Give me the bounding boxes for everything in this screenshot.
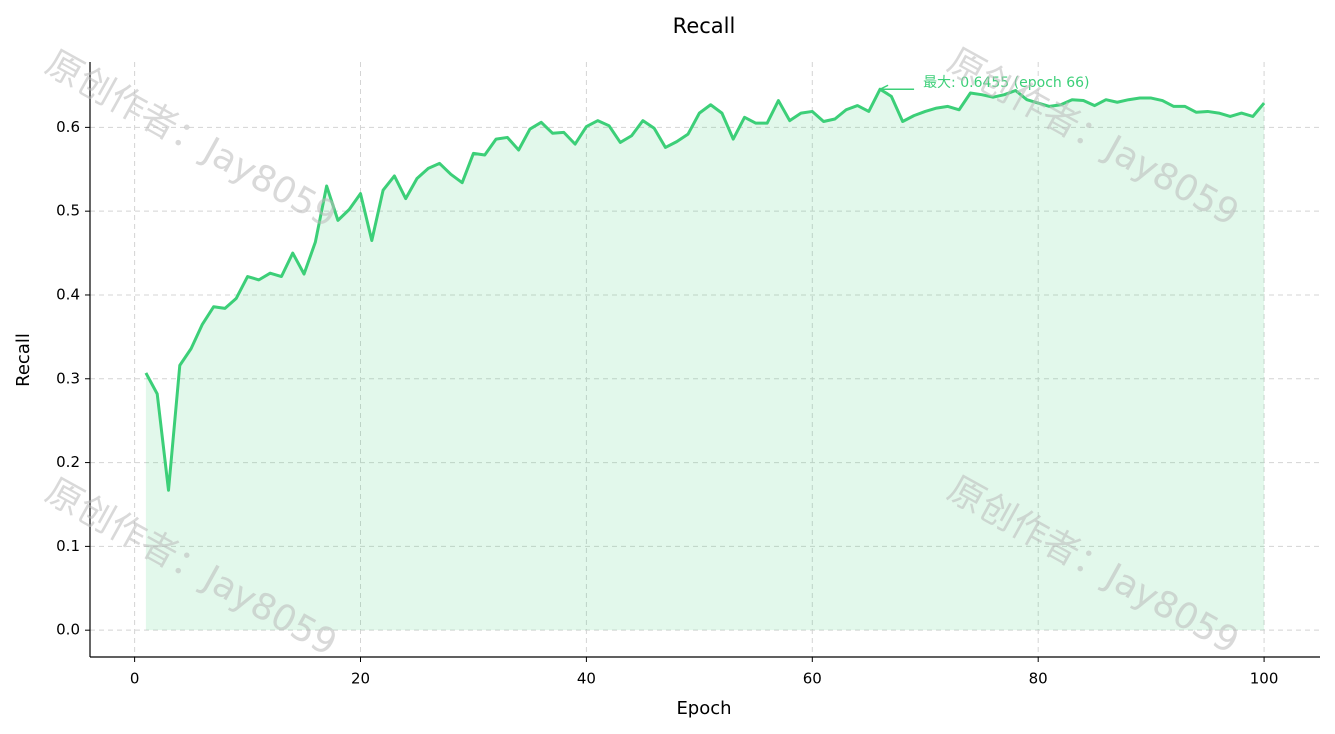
y-tick-label: 0.0 — [56, 621, 80, 639]
annotation-text: 最大: 0.6455 (epoch 66) — [923, 75, 1089, 91]
x-tick-label: 20 — [351, 670, 370, 688]
y-tick-label: 0.2 — [56, 453, 80, 471]
chart-title: Recall — [673, 14, 736, 38]
line — [144, 87, 1266, 492]
x-tick-label: 100 — [1250, 670, 1279, 688]
y-tick-label: 0.6 — [56, 118, 80, 136]
x-tick-label: 80 — [1029, 670, 1048, 688]
x-axis-label: Epoch — [676, 698, 731, 719]
x-tick-label: 0 — [130, 670, 140, 688]
y-axis-label: Recall — [13, 333, 34, 387]
y-tick-label: 0.5 — [56, 202, 80, 220]
y-tick-label: 0.4 — [56, 285, 80, 303]
watermark: 原创作者：Jay8059 — [39, 43, 344, 237]
x-tick-label: 40 — [577, 670, 596, 688]
y-tick-label: 0.1 — [56, 537, 80, 555]
y-tick-label: 0.3 — [56, 369, 80, 387]
x-tick-label: 60 — [803, 670, 822, 688]
annotation-arrow — [878, 84, 915, 94]
area-fill — [145, 89, 1265, 631]
